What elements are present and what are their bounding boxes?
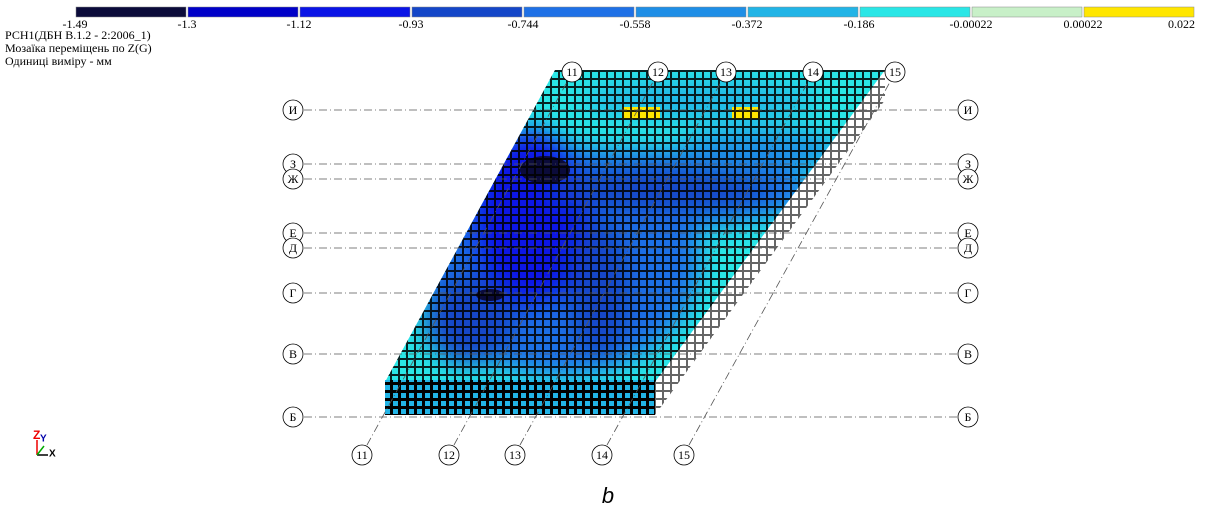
axis-label: 14 [807, 65, 819, 79]
axis-label: В [289, 347, 297, 361]
axis-label: И [289, 103, 298, 117]
axis-label: Б [290, 410, 297, 424]
axis-label: Б [965, 410, 972, 424]
header-line: Одиниці виміру - мм [5, 54, 112, 68]
axis-label: 12 [652, 65, 664, 79]
axis-label: 14 [596, 448, 608, 462]
axis-label: 15 [678, 448, 690, 462]
legend-label: 0.00022 [1064, 17, 1103, 31]
axis-label: Д [964, 241, 972, 255]
axis-icon: Z Y X [33, 428, 56, 459]
legend-label: 0.022 [1168, 17, 1195, 31]
axis-label: 11 [356, 448, 368, 462]
axis-label: Д [289, 241, 297, 255]
axis-label: Г [965, 286, 972, 300]
legend-swatch [412, 7, 522, 17]
legend-swatch [860, 7, 970, 17]
legend-label: -0.186 [844, 17, 875, 31]
axis-label: 12 [443, 448, 455, 462]
axis-y: Y [40, 434, 47, 445]
legend-swatch [300, 7, 410, 17]
screen: РСН1(ДБН В.1.2 - 2:2006_1) Мозаїка перем… [0, 0, 1216, 507]
legend-label: -1.3 [178, 17, 197, 31]
legend-label: -0.93 [399, 17, 424, 31]
legend-swatch [636, 7, 746, 17]
legend-swatch [748, 7, 858, 17]
axis-label: 13 [509, 448, 521, 462]
axis-label: И [964, 103, 973, 117]
caption: b [602, 483, 614, 507]
legend-swatch [1084, 7, 1194, 17]
legend-label: -0.372 [732, 17, 763, 31]
legend-swatch [972, 7, 1082, 17]
axis-x: X [49, 449, 56, 460]
axis-label: Ж [963, 172, 974, 186]
axis-label: Г [290, 286, 297, 300]
legend-label: -0.558 [620, 17, 651, 31]
legend-label: -1.12 [287, 17, 312, 31]
legend-label: -0.744 [508, 17, 539, 31]
legend-swatch [524, 7, 634, 17]
displacement-mosaic [380, 65, 890, 415]
axis-label: Ж [288, 172, 299, 186]
axis-label: В [964, 347, 972, 361]
legend-swatch [76, 7, 186, 17]
legend-label: -0.00022 [950, 17, 993, 31]
axis-label: 13 [720, 65, 732, 79]
legend-label: -1.49 [63, 17, 88, 31]
axis-label: 15 [889, 65, 901, 79]
legend-swatch [188, 7, 298, 17]
axis-label: 11 [566, 65, 578, 79]
header-line: Мозаїка переміщень по Z(G) [5, 41, 152, 55]
